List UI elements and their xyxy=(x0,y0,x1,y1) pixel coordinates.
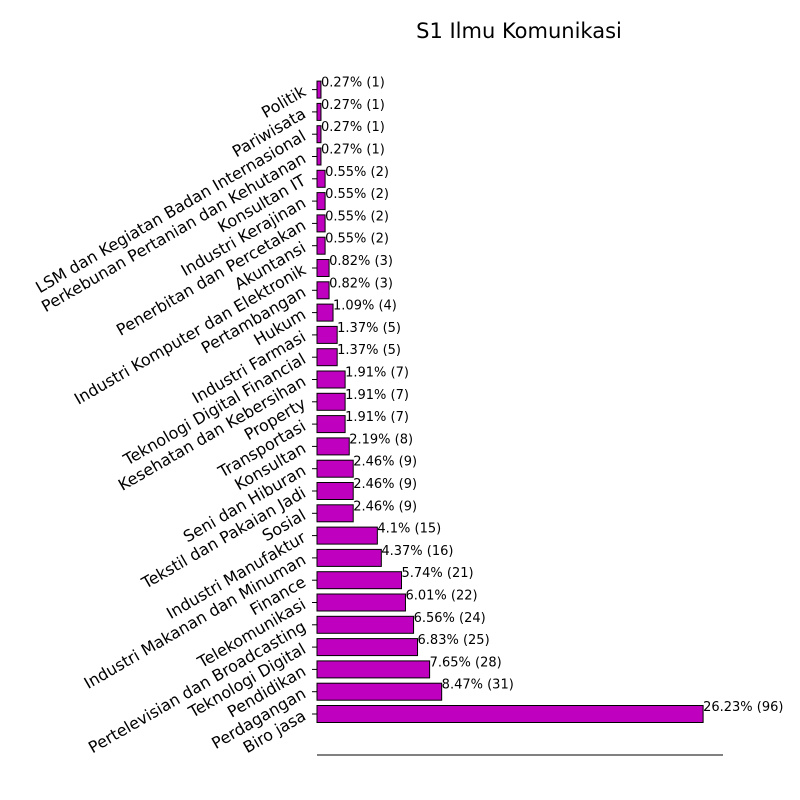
data-label: 0.55% (2) xyxy=(325,209,389,224)
bar xyxy=(316,615,415,634)
data-label: 2.46% (9) xyxy=(353,499,417,514)
data-label: 2.19% (8) xyxy=(349,432,413,447)
data-label: 6.01% (22) xyxy=(405,589,477,604)
bar xyxy=(316,682,443,701)
data-label: 1.09% (4) xyxy=(333,299,397,314)
data-label: 6.83% (25) xyxy=(418,633,490,648)
data-label: 26.23% (96) xyxy=(703,700,783,715)
data-label: 5.74% (21) xyxy=(401,566,473,581)
bar xyxy=(316,482,354,500)
data-labels-layer: 26.23% (96) 8.47% (31) 7.65% (28) 6.83% (25… xyxy=(321,76,784,715)
bar xyxy=(316,303,334,322)
data-label: 8.47% (31) xyxy=(442,678,514,693)
bar xyxy=(316,526,378,545)
bar xyxy=(316,459,354,478)
data-label: 2.46% (9) xyxy=(353,455,417,470)
data-label: 1.91% (7) xyxy=(345,410,409,425)
data-label: 0.27% (1) xyxy=(321,143,385,158)
data-label: 1.91% (7) xyxy=(345,388,409,403)
data-label: 0.82% (3) xyxy=(329,254,393,269)
bar xyxy=(316,370,346,389)
bar xyxy=(316,437,350,456)
data-label: 0.55% (2) xyxy=(325,232,389,247)
bar xyxy=(316,325,338,344)
data-label: 1.37% (5) xyxy=(337,343,401,358)
bar xyxy=(316,236,326,255)
bar xyxy=(316,593,406,612)
y-ticks-layer xyxy=(312,89,317,715)
bar xyxy=(316,638,419,657)
data-label: 1.37% (5) xyxy=(337,321,401,336)
bar xyxy=(316,705,704,723)
data-label: 7.65% (28) xyxy=(430,655,502,670)
bar xyxy=(316,571,402,590)
bar xyxy=(316,548,382,567)
chart-title: S1 Ilmu Komunikasi xyxy=(416,19,622,43)
bar xyxy=(316,348,338,367)
bar xyxy=(316,392,346,411)
data-label: 0.27% (1) xyxy=(321,120,385,135)
data-label: 0.55% (2) xyxy=(325,187,389,202)
data-label: 6.56% (24) xyxy=(414,611,486,626)
bar xyxy=(316,214,326,233)
data-label: 4.37% (16) xyxy=(381,544,453,559)
bar xyxy=(316,169,326,188)
data-label: 0.55% (2) xyxy=(325,165,389,180)
data-label: 0.27% (1) xyxy=(321,98,385,113)
data-label: 1.91% (7) xyxy=(345,366,409,381)
bar xyxy=(316,192,326,211)
data-label: 4.1% (15) xyxy=(377,522,441,537)
data-label: 0.82% (3) xyxy=(329,276,393,291)
bar xyxy=(316,415,346,434)
category-labels-layer: Biro jasaPerdaganganPendidikanTeknologi … xyxy=(32,81,309,757)
bar xyxy=(316,281,330,300)
data-label: 2.46% (9) xyxy=(353,477,417,492)
bar xyxy=(316,259,330,277)
bar xyxy=(316,504,354,523)
data-label: 0.27% (1) xyxy=(321,76,385,91)
bar xyxy=(316,660,431,679)
